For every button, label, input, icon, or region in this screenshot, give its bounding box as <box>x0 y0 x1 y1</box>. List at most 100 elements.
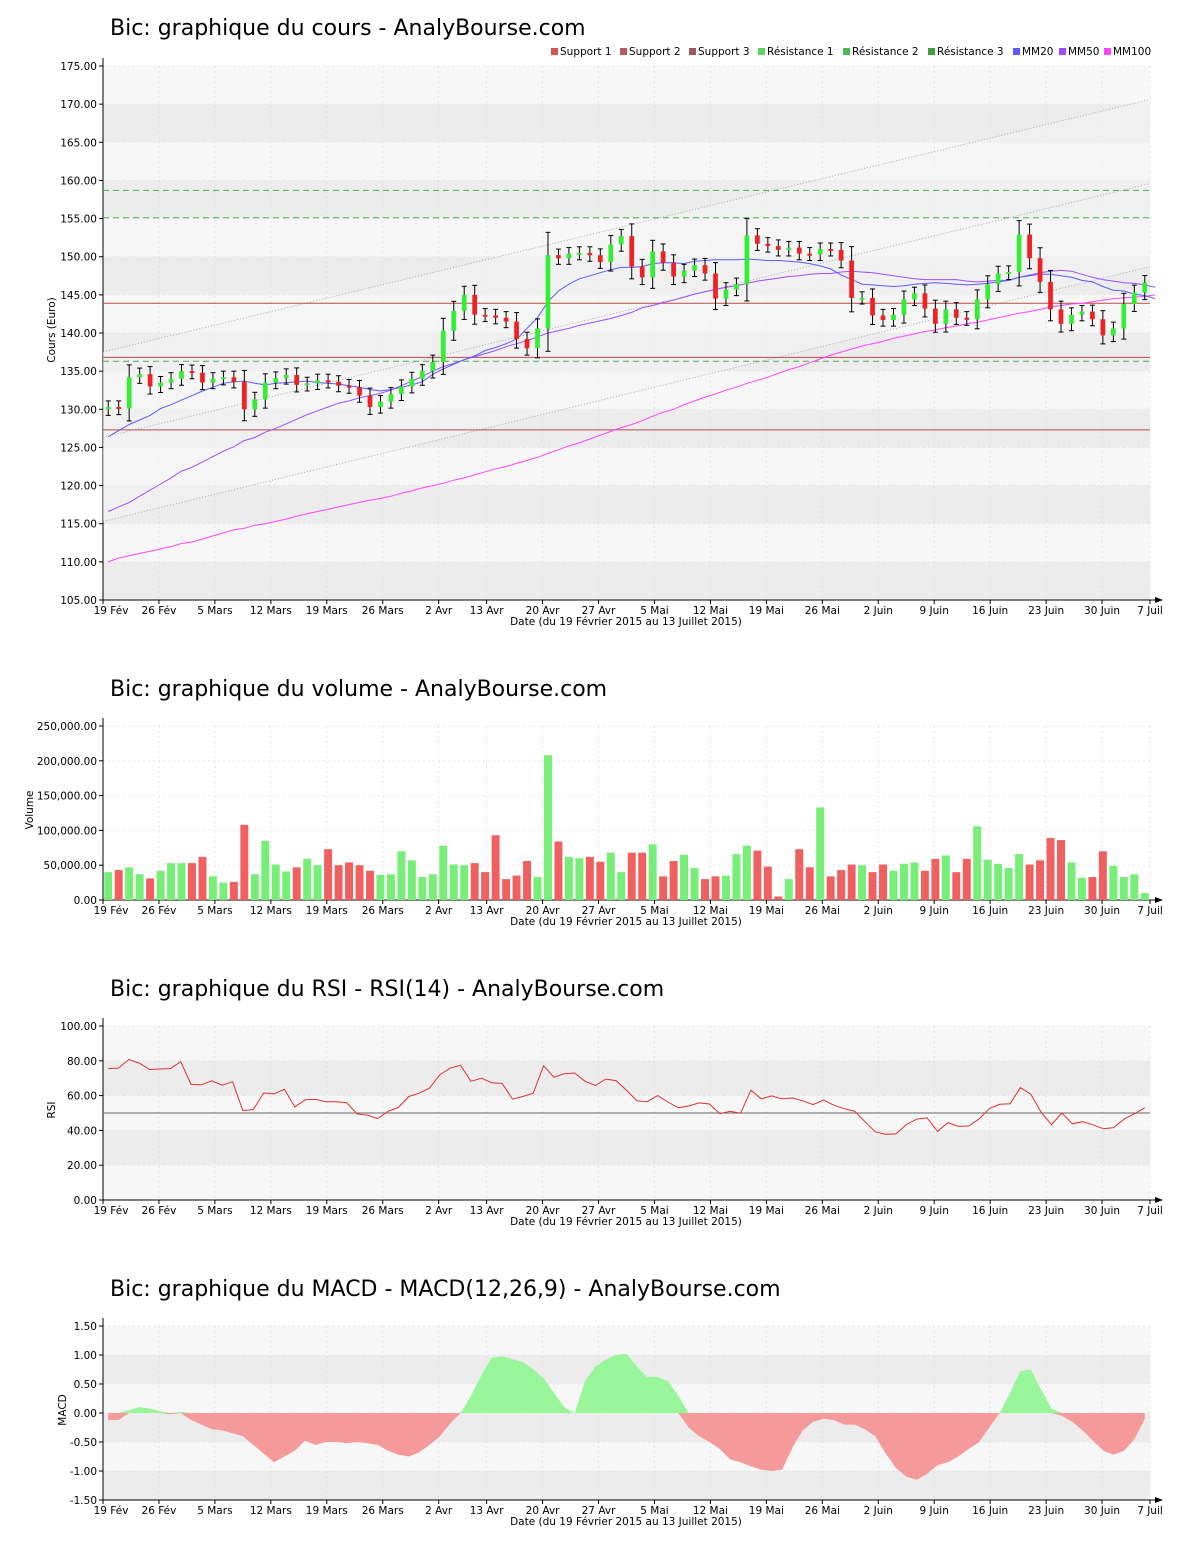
price-y-tick-label: 160.00 <box>60 175 97 187</box>
candle-body <box>912 293 917 300</box>
volume-bar <box>376 874 385 900</box>
volume-y-tick-label: 150,000.00 <box>37 791 97 803</box>
volume-x-tick-label: 26 Fév <box>142 905 177 917</box>
candle-body <box>158 382 163 387</box>
macd-negative-area <box>108 1413 1145 1480</box>
candle-body <box>755 235 760 244</box>
price-y-tick-label: 110.00 <box>60 557 97 569</box>
macd-x-tick-label: 5 Mai <box>640 1505 668 1517</box>
price-y-tick-label: 125.00 <box>60 442 97 454</box>
volume-bar <box>1046 838 1055 900</box>
legend-support3-label: Support 3 <box>698 46 750 58</box>
candle-body <box>901 299 907 315</box>
macd-x-tick-label: 19 Mars <box>306 1505 348 1517</box>
candle-body <box>503 317 509 322</box>
volume-bar <box>1025 864 1034 900</box>
macd-y-tick-label: -1.00 <box>70 1466 97 1478</box>
candle-body <box>524 339 530 349</box>
macd-y-tick-label: 0.50 <box>74 1379 97 1391</box>
candle-body <box>870 297 875 316</box>
candle-body <box>891 314 896 321</box>
price-band <box>103 104 1150 143</box>
candle-body <box>608 244 614 263</box>
price-x-tick-label: 12 Mai <box>693 605 728 617</box>
volume-bar <box>763 866 772 900</box>
volume-bar <box>554 841 563 900</box>
price-x-axis-label: Date (du 19 Février 2015 au 13 Juillet 2… <box>510 616 742 628</box>
candle-body <box>430 361 436 372</box>
macd-y-tick-label: 0.00 <box>74 1408 97 1420</box>
volume-bar <box>449 864 458 900</box>
price-band <box>103 523 1150 562</box>
candle-body <box>650 251 656 278</box>
volume-x-tick-label: 13 Avr <box>470 905 504 917</box>
volume-bar <box>931 858 940 900</box>
volume-x-tick-label: 5 Mai <box>640 905 668 917</box>
volume-bar <box>596 861 605 900</box>
volume-bar <box>847 864 856 900</box>
macd-band <box>103 1326 1150 1355</box>
candle-body <box>577 252 582 255</box>
volume-x-tick-label: 26 Mai <box>805 905 840 917</box>
candle-body <box>1037 258 1043 282</box>
legend-resistance1-label: Résistance 1 <box>767 46 834 58</box>
candle-body <box>796 247 802 254</box>
macd-x-tick-label: 2 Juin <box>864 1505 893 1517</box>
price-channel-upper <box>102 99 1151 353</box>
price-x-tick-label: 5 Mai <box>640 605 668 617</box>
volume-x-tick-label: 19 Mai <box>749 905 784 917</box>
volume-bar <box>910 862 919 900</box>
legend-mm20-swatch <box>1013 48 1020 55</box>
price-x-tick-label: 2 Avr <box>425 605 453 617</box>
macd-x-tick-label: 19 Fév <box>94 1505 129 1517</box>
volume-bar <box>355 865 364 900</box>
rsi-x-axis-label: Date (du 19 Février 2015 au 13 Juillet 2… <box>510 1216 742 1228</box>
legend-resistance3-swatch <box>928 48 935 55</box>
legend-resistance2-label: Résistance 2 <box>852 46 919 58</box>
candle-body <box>189 371 195 374</box>
candle-body <box>399 386 404 395</box>
price-x-tick-label: 19 Mai <box>749 605 784 617</box>
candle-body <box>943 309 949 324</box>
macd-chart-title: Bic: graphique du MACD - MACD(12,26,9) -… <box>110 1277 781 1302</box>
volume-bar <box>313 865 322 900</box>
rsi-x-tick-label: 27 Avr <box>582 1205 616 1217</box>
macd-chart: 19 Fév 26 Fév 5 Mars 12 Mars 19 Mars 26 Mars 2… <box>70 1318 1163 1517</box>
rsi-y-tick-label: 80.00 <box>67 1056 97 1068</box>
volume-bar <box>104 872 113 900</box>
candle-body <box>618 236 624 245</box>
candle-body <box>723 289 729 299</box>
candle-body <box>336 381 341 386</box>
volume-bar <box>156 870 165 900</box>
candle-body <box>807 253 813 256</box>
volume-y-tick-label: 250,000.00 <box>37 721 97 733</box>
price-channel-fill <box>103 99 1150 522</box>
rsi-chart-title: Bic: graphique du RSI - RSI(14) - AnalyB… <box>110 977 664 1002</box>
rsi-x-tick-label: 2 Avr <box>425 1205 453 1217</box>
volume-y-tick-label: 50,000.00 <box>44 860 97 872</box>
volume-bar <box>261 840 270 900</box>
price-chart: 19 Fév 26 Fév 5 Mars 12 Mars 19 Mars 26 Mars 2… <box>60 58 1163 617</box>
macd-x-tick-label: 26 Fév <box>142 1505 177 1517</box>
volume-bar <box>334 865 343 900</box>
macd-x-tick-label: 16 Juin <box>972 1505 1008 1517</box>
volume-x-tick-label: 23 Juin <box>1028 905 1064 917</box>
macd-x-tick-label: 9 Juin <box>920 1505 949 1517</box>
rsi-x-tick-label: 16 Juin <box>972 1205 1008 1217</box>
candle-body <box>210 378 216 383</box>
volume-bar <box>418 877 427 900</box>
candle-body <box>482 314 488 317</box>
volume-y-tick-label: 200,000.00 <box>37 756 97 768</box>
price-y-tick-label: 105.00 <box>60 595 97 607</box>
candle-body <box>828 249 834 252</box>
volume-bar <box>188 863 196 900</box>
volume-bar <box>460 865 469 900</box>
legend-mm20-label: MM20 <box>1022 46 1053 58</box>
volume-bar <box>606 852 615 900</box>
macd-y-tick-label: 1.50 <box>74 1321 97 1333</box>
volume-bar <box>523 861 532 900</box>
candle-body <box>681 270 687 277</box>
candle-body <box>304 383 310 386</box>
volume-bar <box>167 863 176 900</box>
